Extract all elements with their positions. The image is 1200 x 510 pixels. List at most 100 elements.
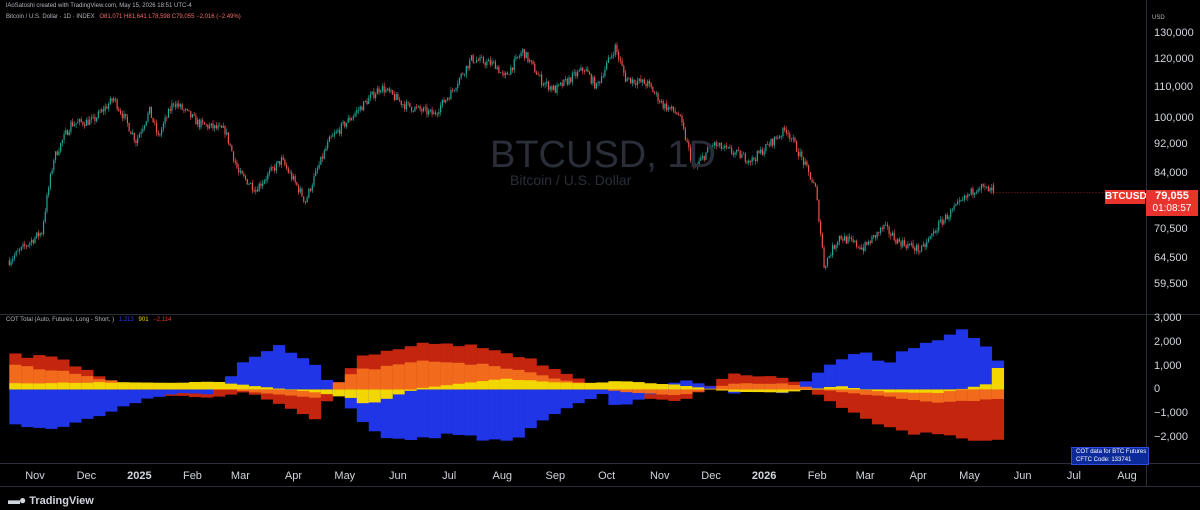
- cot-bar-yellow: [572, 383, 585, 390]
- candle-body: [672, 106, 675, 112]
- cot-bar-red: [955, 389, 969, 439]
- symbol-legend[interactable]: Bitcoin / U.S. Dollar · 1D · INDEX O81,0…: [6, 14, 241, 20]
- candle-body: [929, 236, 931, 239]
- candle-body: [886, 224, 888, 227]
- cot-bar-yellow: [524, 380, 537, 390]
- candle-body: [8, 260, 10, 265]
- cot-bar-yellow: [45, 383, 58, 390]
- cot-bar-yellow: [416, 387, 429, 390]
- candle-body: [284, 159, 286, 166]
- candle-body: [825, 265, 827, 268]
- cot-bar-red: [859, 389, 873, 419]
- candle-body: [431, 109, 433, 115]
- candle-body: [87, 119, 89, 125]
- candle-body: [395, 93, 397, 100]
- candle-body: [63, 133, 65, 140]
- candle-body: [327, 141, 329, 149]
- cot-bar-orange: [248, 389, 262, 393]
- cot-bar-red: [848, 389, 861, 413]
- candle-body: [72, 121, 74, 127]
- candle-body: [111, 98, 113, 102]
- candle-body: [49, 173, 52, 188]
- candle-body: [903, 240, 906, 246]
- candle-body: [744, 153, 746, 162]
- cot-bar-orange: [656, 389, 669, 395]
- cot-bar-blue: [248, 356, 262, 390]
- candle-body: [679, 114, 681, 116]
- price-axis-unit: USD: [1152, 15, 1165, 21]
- tradingview-logo[interactable]: ▬● TradingView: [8, 493, 94, 507]
- candle-body: [36, 232, 38, 238]
- candle-body: [68, 131, 70, 135]
- candle-body: [895, 240, 897, 244]
- candle-body: [592, 77, 594, 84]
- cot-bar-red: [824, 389, 837, 402]
- candle-body: [397, 93, 399, 100]
- cot-legend[interactable]: COT Total (Auto, Futures, Long - Short, …: [6, 317, 171, 323]
- candle-body: [873, 235, 875, 237]
- cot-bar-yellow: [943, 389, 957, 392]
- candle-body: [703, 156, 705, 160]
- candle-body: [604, 69, 606, 77]
- cot-bar-yellow: [213, 381, 226, 390]
- candle-body: [323, 150, 325, 159]
- candle-body: [842, 238, 844, 241]
- candle-body: [97, 111, 99, 118]
- cot-bar-blue: [824, 364, 837, 390]
- candle-body: [89, 119, 91, 125]
- cot-bar-orange: [416, 360, 429, 390]
- candle-body: [525, 52, 527, 59]
- candle-body: [137, 137, 139, 144]
- cot-bar-blue: [871, 360, 885, 390]
- candle-body: [195, 115, 197, 125]
- candle-body: [549, 86, 551, 90]
- candle-body: [515, 56, 517, 60]
- cot-bar-orange: [260, 389, 274, 394]
- price-tick-label: 64,500: [1154, 251, 1188, 264]
- candle-body: [337, 130, 339, 132]
- candle-body: [638, 78, 640, 82]
- candle-body: [443, 99, 445, 103]
- cot-bar-yellow: [859, 389, 873, 390]
- cot-bar-orange: [824, 389, 837, 391]
- candle-body: [135, 140, 137, 144]
- candle-body: [181, 104, 183, 110]
- candle-body: [804, 161, 806, 165]
- candle-body: [46, 195, 48, 212]
- candle-body: [250, 182, 252, 184]
- cot-bar-yellow: [692, 387, 705, 390]
- cot-bar-blue: [189, 389, 202, 394]
- cot-bar-yellow: [764, 389, 777, 393]
- candle-body: [10, 261, 12, 265]
- cot-bar-yellow: [224, 383, 238, 390]
- candle-body: [847, 236, 849, 244]
- cot-bar-blue: [800, 381, 813, 390]
- cot-bar-yellow: [800, 389, 813, 390]
- cot-bar-yellow: [284, 389, 298, 390]
- cot-bar-blue: [536, 389, 549, 421]
- candle-body: [147, 113, 149, 122]
- candle-body: [294, 176, 296, 183]
- candle-body: [185, 109, 187, 110]
- candle-body: [570, 77, 572, 83]
- candle-body: [915, 245, 918, 251]
- candle-body: [571, 73, 574, 83]
- candle-body: [39, 233, 41, 237]
- candle-body: [197, 119, 199, 125]
- candle-body: [291, 172, 293, 180]
- cot-bar-blue: [931, 340, 945, 390]
- candle-body: [642, 79, 644, 83]
- candle-body: [13, 255, 16, 259]
- candle-body: [736, 149, 738, 153]
- cot-bar-blue: [380, 389, 394, 439]
- candle-body: [914, 248, 916, 251]
- candle-body: [950, 209, 952, 217]
- candle-body: [333, 133, 336, 136]
- cot-bar-yellow: [260, 387, 274, 390]
- cot-bar-blue: [404, 389, 417, 440]
- candle-body: [263, 180, 265, 184]
- cot-bar-blue: [236, 362, 250, 390]
- candle-body: [445, 99, 447, 103]
- cot-title: COT Total (Auto, Futures, Long - Short, …: [6, 317, 115, 323]
